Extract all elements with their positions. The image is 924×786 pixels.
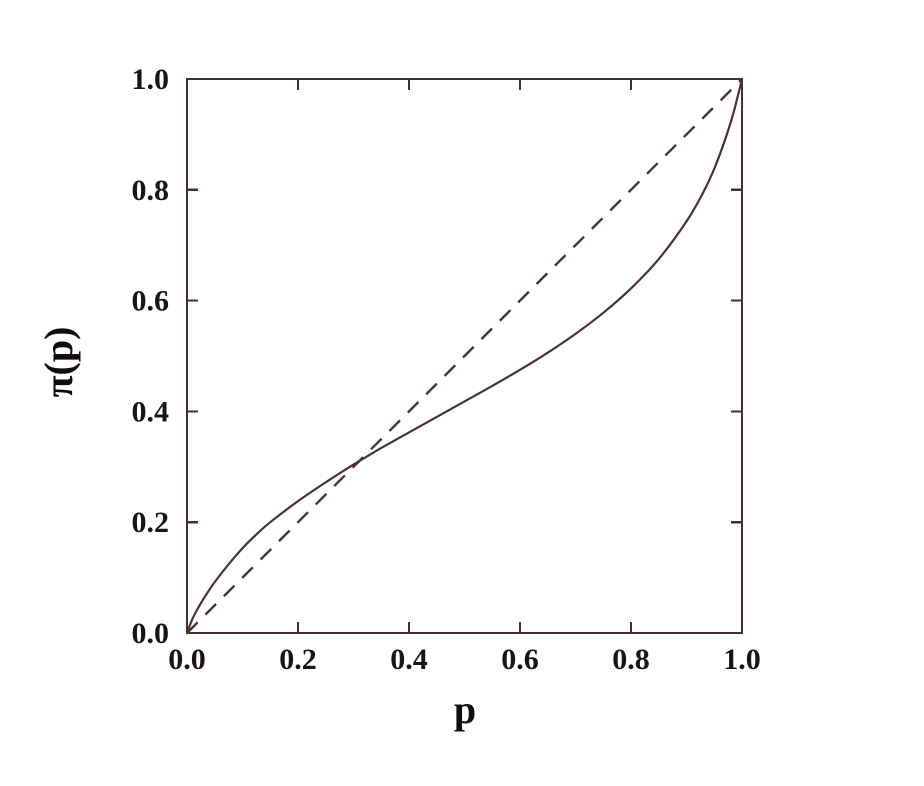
x-tick-label-5: 1.0 xyxy=(723,643,761,676)
x-axis-tick-labels: 0.0 0.2 0.4 0.6 0.8 1.0 xyxy=(168,643,761,676)
x-tick-label-2: 0.4 xyxy=(390,643,428,676)
x-tick-label-1: 0.2 xyxy=(279,643,317,676)
y-axis-title: π(p) xyxy=(36,327,81,398)
y-tick-label-1: 0.2 xyxy=(132,506,170,539)
y-tick-label-4: 0.8 xyxy=(132,174,170,207)
y-tick-label-0: 0.0 xyxy=(132,617,170,650)
data-series-group xyxy=(185,77,744,635)
series-weighting-function xyxy=(185,77,744,635)
x-axis-title: p xyxy=(454,687,476,732)
x-tick-label-0: 0.0 xyxy=(168,643,206,676)
y-tick-label-3: 0.6 xyxy=(132,285,170,318)
x-axis-ticks xyxy=(185,79,744,633)
y-axis-ticks xyxy=(187,77,742,635)
series-identity-line xyxy=(186,78,743,634)
x-tick-label-3: 0.6 xyxy=(501,643,539,676)
y-axis-tick-labels: 0.0 0.2 0.4 0.6 0.8 1.0 xyxy=(132,63,170,650)
y-tick-label-5: 1.0 xyxy=(132,63,170,96)
y-tick-label-2: 0.4 xyxy=(132,395,170,428)
x-tick-label-4: 0.8 xyxy=(612,643,650,676)
